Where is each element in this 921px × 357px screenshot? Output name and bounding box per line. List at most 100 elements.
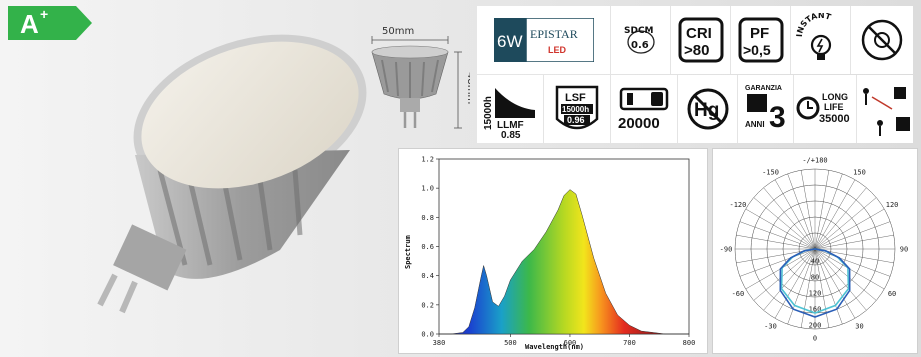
sdcm-value: 0.6 bbox=[631, 40, 649, 51]
polar-spoke bbox=[739, 221, 816, 250]
polar-spoke bbox=[814, 187, 867, 250]
polar-spoke bbox=[814, 234, 894, 250]
long-life-badge: LONG LIFE 35000 bbox=[794, 75, 857, 143]
polar-radial-label: 120 bbox=[809, 290, 822, 298]
polar-angle-label: 90 bbox=[900, 246, 908, 254]
cri-badge: CRI >80 bbox=[671, 6, 731, 74]
clock-icon bbox=[796, 96, 820, 120]
energy-arrow bbox=[8, 6, 92, 40]
wattage-brand-badge: 6W EPISTAR LED bbox=[477, 6, 611, 74]
polar-angle-label: -150 bbox=[762, 168, 779, 176]
polar-spoke bbox=[739, 248, 816, 277]
calendar-icon bbox=[746, 94, 767, 112]
y-tick-label: 0.6 bbox=[421, 243, 434, 251]
polar-spoke bbox=[787, 248, 816, 325]
polar-spoke bbox=[814, 221, 891, 250]
y-tick-label: 1.2 bbox=[421, 156, 434, 164]
instant-on-badge: INSTANT bbox=[791, 6, 851, 74]
lsf-label: LSF bbox=[565, 92, 586, 104]
polar-spoke bbox=[800, 170, 816, 250]
polar-spoke bbox=[814, 197, 877, 250]
switching-cycles-badge: 20000 bbox=[611, 75, 678, 143]
polar-spoke bbox=[753, 197, 816, 250]
cri-value: >80 bbox=[684, 42, 709, 59]
power-factor-badge: PF >0,5 bbox=[731, 6, 791, 74]
house-icon bbox=[896, 117, 910, 131]
llmf-value: 0.85 bbox=[501, 130, 521, 140]
polar-spoke bbox=[814, 248, 867, 311]
x-tick-label: 700 bbox=[623, 339, 636, 347]
warranty-years: 3 bbox=[769, 101, 786, 134]
polar-angle-label: 60 bbox=[888, 290, 896, 298]
polar-radial-label: 40 bbox=[811, 258, 819, 266]
polar-angle-label: 0 bbox=[813, 335, 817, 343]
polar-angle-label: -/+180 bbox=[802, 157, 827, 165]
polar-radial-label: 160 bbox=[809, 306, 822, 314]
polar-spoke bbox=[814, 173, 843, 250]
dimension-drawing: 50mm 48mm bbox=[371, 26, 470, 129]
polar-spoke bbox=[787, 173, 816, 250]
polar-series-line bbox=[779, 248, 851, 318]
polar-spoke bbox=[814, 170, 830, 250]
polar-angle-label: 150 bbox=[853, 168, 866, 176]
led-label: LED bbox=[548, 45, 567, 55]
y-tick-label: 0.2 bbox=[421, 301, 434, 309]
polar-spoke bbox=[814, 248, 856, 319]
polar-angle-label: -60 bbox=[732, 290, 745, 298]
pf-value: >0,5 bbox=[743, 42, 771, 58]
sdcm-label: SDCM bbox=[624, 26, 654, 36]
warranty-label: GARANZIA bbox=[745, 85, 782, 92]
llmf-hours: 15000h bbox=[483, 96, 494, 130]
long-label: LONG bbox=[822, 92, 848, 102]
polar-angle-label: -30 bbox=[764, 323, 777, 331]
polar-spoke bbox=[814, 179, 856, 250]
life-label: LIFE bbox=[824, 102, 844, 112]
polar-spoke bbox=[774, 179, 816, 250]
lsf-badge: LSF 15000h 0.96 bbox=[544, 75, 611, 143]
spectrum-area bbox=[439, 189, 689, 335]
polar-spoke bbox=[814, 208, 885, 250]
polar-intensity-chart: -/+180 150 -150 120 -120 90 -90 60 -60 30 -30 0 40 80… bbox=[712, 148, 918, 354]
cri-label: CRI bbox=[686, 25, 712, 42]
polar-radial-label: 200 bbox=[809, 322, 822, 330]
polar-angle-label: 30 bbox=[855, 323, 863, 331]
llmf-badge: 15000h LLMF 0.85 bbox=[477, 75, 544, 143]
sdcm-badge: SDCM 0.6 bbox=[611, 6, 671, 74]
feature-icon-grid: 6W EPISTAR LED SDCM 0.6 CRI >80 PF >0,5 … bbox=[477, 6, 913, 143]
prohibited-icon bbox=[867, 25, 897, 55]
polar-angle-label: 120 bbox=[886, 201, 899, 209]
mercury-free-badge: Hg bbox=[678, 75, 738, 143]
energy-class-letter: A bbox=[20, 9, 39, 39]
polar-radial-label: 80 bbox=[811, 274, 819, 282]
svg-text:INSTANT: INSTANT bbox=[794, 13, 832, 37]
warranty-badge: GARANZIA 3 ANNI bbox=[738, 75, 794, 143]
lsf-value: 0.96 bbox=[567, 115, 585, 125]
polar-spoke bbox=[814, 248, 877, 301]
spectrum-plot: 0.0 0.2 0.4 0.6 0.8 1.0 1.2 380 500 600 700 800 Spe… bbox=[404, 156, 696, 352]
polar-spoke bbox=[814, 248, 830, 328]
polar-spoke bbox=[800, 248, 816, 328]
polar-spoke bbox=[736, 234, 816, 250]
height-dimension-label: 48mm bbox=[465, 72, 470, 104]
bin-icon bbox=[894, 87, 906, 99]
polar-spoke bbox=[763, 187, 816, 250]
not-dimmable-badge bbox=[851, 6, 913, 74]
wattage-value: 6W bbox=[497, 32, 523, 51]
y-tick-label: 0.8 bbox=[421, 214, 434, 222]
instant-label: INSTANT bbox=[794, 13, 832, 37]
pf-label: PF bbox=[750, 25, 769, 42]
x-tick-label: 380 bbox=[433, 339, 446, 347]
energy-class-badge: A + bbox=[8, 6, 92, 40]
lsf-hours: 15000h bbox=[562, 105, 589, 114]
switch-cycles-value: 20000 bbox=[618, 115, 660, 132]
y-tick-label: 0.0 bbox=[421, 331, 434, 339]
spectrum-chart: 0.0 0.2 0.4 0.6 0.8 1.0 1.2 380 500 600 700 800 Spe… bbox=[398, 148, 708, 354]
epistar-brand: EPISTAR bbox=[530, 27, 578, 41]
x-tick-label: 800 bbox=[683, 339, 696, 347]
x-tick-label: 500 bbox=[504, 339, 517, 347]
recycling-disposal-badge bbox=[857, 75, 913, 143]
polar-angle-label: -90 bbox=[720, 246, 733, 254]
polar-spoke bbox=[753, 248, 816, 301]
spectrum-y-label: Spectrum bbox=[404, 235, 412, 269]
width-dimension-label: 50mm bbox=[382, 26, 414, 37]
